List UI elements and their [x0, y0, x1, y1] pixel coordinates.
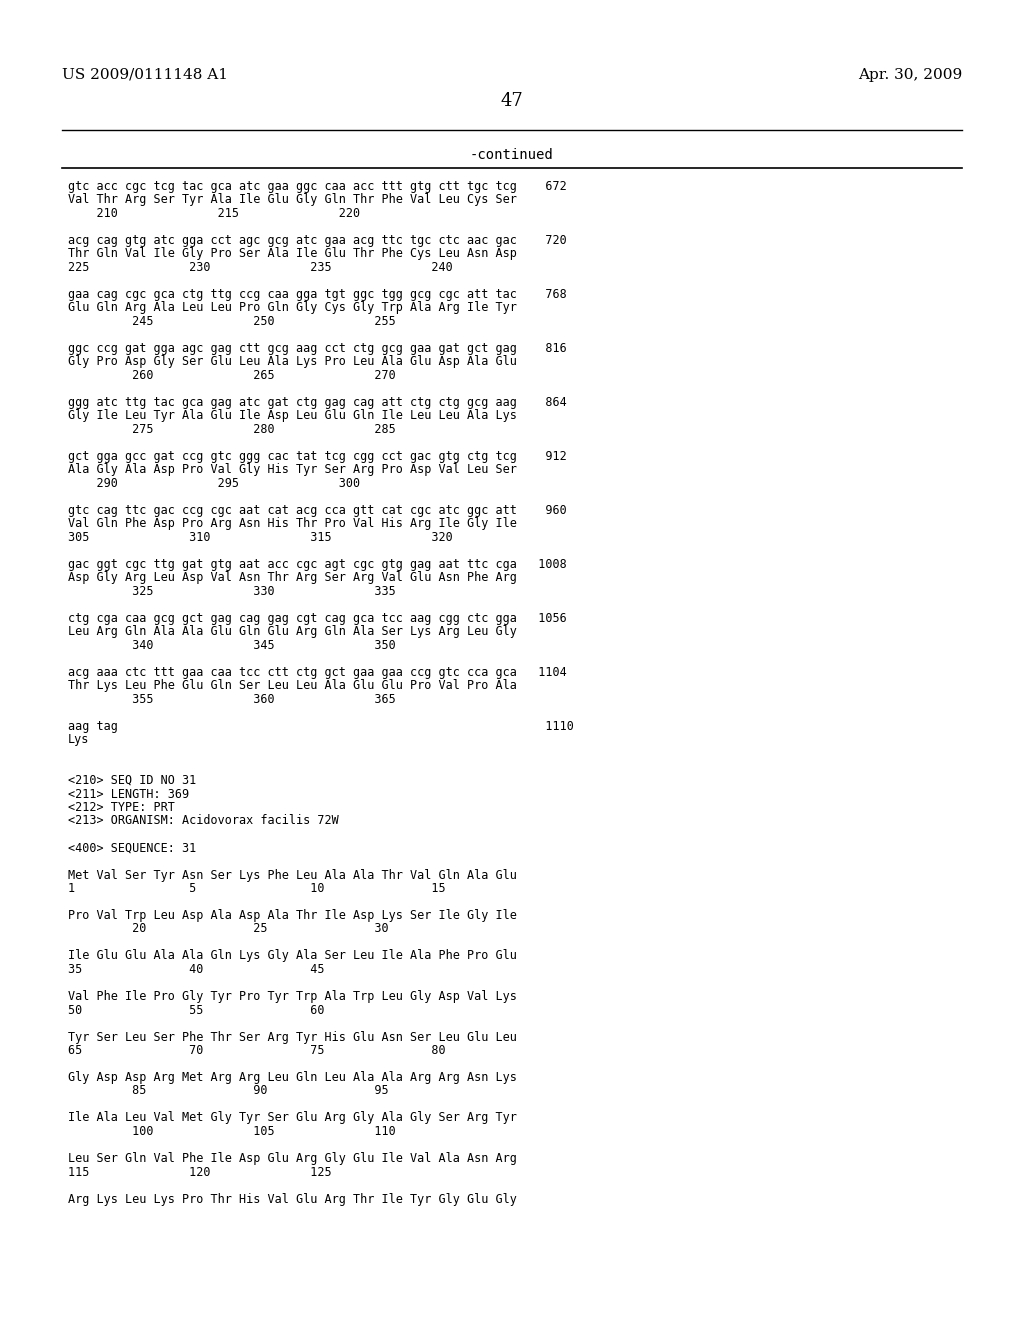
Text: aag tag                                                            1110: aag tag 1110	[68, 719, 573, 733]
Text: Pro Val Trp Leu Asp Ala Asp Ala Thr Ile Asp Lys Ser Ile Gly Ile: Pro Val Trp Leu Asp Ala Asp Ala Thr Ile …	[68, 909, 517, 921]
Text: 275              280              285: 275 280 285	[68, 422, 395, 436]
Text: gac ggt cgc ttg gat gtg aat acc cgc agt cgc gtg gag aat ttc cga   1008: gac ggt cgc ttg gat gtg aat acc cgc agt …	[68, 558, 566, 572]
Text: 245              250              255: 245 250 255	[68, 315, 395, 327]
Text: Thr Lys Leu Phe Glu Gln Ser Leu Leu Ala Glu Glu Pro Val Pro Ala: Thr Lys Leu Phe Glu Gln Ser Leu Leu Ala …	[68, 680, 517, 693]
Text: US 2009/0111148 A1: US 2009/0111148 A1	[62, 69, 228, 82]
Text: 355              360              365: 355 360 365	[68, 693, 395, 706]
Text: <212> TYPE: PRT: <212> TYPE: PRT	[68, 801, 175, 814]
Text: Thr Gln Val Ile Gly Pro Ser Ala Ile Glu Thr Phe Cys Leu Asn Asp: Thr Gln Val Ile Gly Pro Ser Ala Ile Glu …	[68, 248, 517, 260]
Text: Leu Arg Gln Ala Ala Glu Gln Glu Arg Gln Ala Ser Lys Arg Leu Gly: Leu Arg Gln Ala Ala Glu Gln Glu Arg Gln …	[68, 626, 517, 639]
Text: 290              295              300: 290 295 300	[68, 477, 360, 490]
Text: Glu Gln Arg Ala Leu Leu Pro Gln Gly Cys Gly Trp Ala Arg Ile Tyr: Glu Gln Arg Ala Leu Leu Pro Gln Gly Cys …	[68, 301, 517, 314]
Text: 100              105              110: 100 105 110	[68, 1125, 395, 1138]
Text: Gly Asp Asp Arg Met Arg Arg Leu Gln Leu Ala Ala Arg Arg Asn Lys: Gly Asp Asp Arg Met Arg Arg Leu Gln Leu …	[68, 1071, 517, 1084]
Text: 260              265              270: 260 265 270	[68, 370, 395, 381]
Text: Apr. 30, 2009: Apr. 30, 2009	[858, 69, 962, 82]
Text: 50               55               60: 50 55 60	[68, 1003, 325, 1016]
Text: 35               40               45: 35 40 45	[68, 964, 325, 975]
Text: gtc acc cgc tcg tac gca atc gaa ggc caa acc ttt gtg ctt tgc tcg    672: gtc acc cgc tcg tac gca atc gaa ggc caa …	[68, 180, 566, 193]
Text: Val Thr Arg Ser Tyr Ala Ile Glu Gly Gln Thr Phe Val Leu Cys Ser: Val Thr Arg Ser Tyr Ala Ile Glu Gly Gln …	[68, 194, 517, 206]
Text: <211> LENGTH: 369: <211> LENGTH: 369	[68, 788, 189, 800]
Text: 1                5                10               15: 1 5 10 15	[68, 882, 445, 895]
Text: 115              120              125: 115 120 125	[68, 1166, 332, 1179]
Text: gtc cag ttc gac ccg cgc aat cat acg cca gtt cat cgc atc ggc att    960: gtc cag ttc gac ccg cgc aat cat acg cca …	[68, 504, 566, 517]
Text: Gly Ile Leu Tyr Ala Glu Ile Asp Leu Glu Gln Ile Leu Leu Ala Lys: Gly Ile Leu Tyr Ala Glu Ile Asp Leu Glu …	[68, 409, 517, 422]
Text: Val Phe Ile Pro Gly Tyr Pro Tyr Trp Ala Trp Leu Gly Asp Val Lys: Val Phe Ile Pro Gly Tyr Pro Tyr Trp Ala …	[68, 990, 517, 1003]
Text: Tyr Ser Leu Ser Phe Thr Ser Arg Tyr His Glu Asn Ser Leu Glu Leu: Tyr Ser Leu Ser Phe Thr Ser Arg Tyr His …	[68, 1031, 517, 1044]
Text: 210              215              220: 210 215 220	[68, 207, 360, 220]
Text: ctg cga caa gcg gct gag cag gag cgt cag gca tcc aag cgg ctc gga   1056: ctg cga caa gcg gct gag cag gag cgt cag …	[68, 612, 566, 624]
Text: Ile Glu Glu Ala Ala Gln Lys Gly Ala Ser Leu Ile Ala Phe Pro Glu: Ile Glu Glu Ala Ala Gln Lys Gly Ala Ser …	[68, 949, 517, 962]
Text: Ile Ala Leu Val Met Gly Tyr Ser Glu Arg Gly Ala Gly Ser Arg Tyr: Ile Ala Leu Val Met Gly Tyr Ser Glu Arg …	[68, 1111, 517, 1125]
Text: <400> SEQUENCE: 31: <400> SEQUENCE: 31	[68, 842, 197, 854]
Text: gct gga gcc gat ccg gtc ggg cac tat tcg cgg cct gac gtg ctg tcg    912: gct gga gcc gat ccg gtc ggg cac tat tcg …	[68, 450, 566, 463]
Text: acg aaa ctc ttt gaa caa tcc ctt ctg gct gaa gaa ccg gtc cca gca   1104: acg aaa ctc ttt gaa caa tcc ctt ctg gct …	[68, 667, 566, 678]
Text: 65               70               75               80: 65 70 75 80	[68, 1044, 445, 1057]
Text: Val Gln Phe Asp Pro Arg Asn His Thr Pro Val His Arg Ile Gly Ile: Val Gln Phe Asp Pro Arg Asn His Thr Pro …	[68, 517, 517, 531]
Text: 225              230              235              240: 225 230 235 240	[68, 261, 453, 275]
Text: <213> ORGANISM: Acidovorax facilis 72W: <213> ORGANISM: Acidovorax facilis 72W	[68, 814, 339, 828]
Text: 340              345              350: 340 345 350	[68, 639, 395, 652]
Text: Leu Ser Gln Val Phe Ile Asp Glu Arg Gly Glu Ile Val Ala Asn Arg: Leu Ser Gln Val Phe Ile Asp Glu Arg Gly …	[68, 1152, 517, 1166]
Text: ggg atc ttg tac gca gag atc gat ctg gag cag att ctg ctg gcg aag    864: ggg atc ttg tac gca gag atc gat ctg gag …	[68, 396, 566, 409]
Text: -continued: -continued	[470, 148, 554, 162]
Text: 47: 47	[501, 92, 523, 110]
Text: Lys: Lys	[68, 734, 89, 747]
Text: Asp Gly Arg Leu Asp Val Asn Thr Arg Ser Arg Val Glu Asn Phe Arg: Asp Gly Arg Leu Asp Val Asn Thr Arg Ser …	[68, 572, 517, 585]
Text: Ala Gly Ala Asp Pro Val Gly His Tyr Ser Arg Pro Asp Val Leu Ser: Ala Gly Ala Asp Pro Val Gly His Tyr Ser …	[68, 463, 517, 477]
Text: <210> SEQ ID NO 31: <210> SEQ ID NO 31	[68, 774, 197, 787]
Text: 20               25               30: 20 25 30	[68, 923, 389, 936]
Text: 305              310              315              320: 305 310 315 320	[68, 531, 453, 544]
Text: Arg Lys Leu Lys Pro Thr His Val Glu Arg Thr Ile Tyr Gly Glu Gly: Arg Lys Leu Lys Pro Thr His Val Glu Arg …	[68, 1192, 517, 1205]
Text: Gly Pro Asp Gly Ser Glu Leu Ala Lys Pro Leu Ala Glu Asp Ala Glu: Gly Pro Asp Gly Ser Glu Leu Ala Lys Pro …	[68, 355, 517, 368]
Text: 325              330              335: 325 330 335	[68, 585, 395, 598]
Text: Met Val Ser Tyr Asn Ser Lys Phe Leu Ala Ala Thr Val Gln Ala Glu: Met Val Ser Tyr Asn Ser Lys Phe Leu Ala …	[68, 869, 517, 882]
Text: gaa cag cgc gca ctg ttg ccg caa gga tgt ggc tgg gcg cgc att tac    768: gaa cag cgc gca ctg ttg ccg caa gga tgt …	[68, 288, 566, 301]
Text: ggc ccg gat gga agc gag ctt gcg aag cct ctg gcg gaa gat gct gag    816: ggc ccg gat gga agc gag ctt gcg aag cct …	[68, 342, 566, 355]
Text: 85               90               95: 85 90 95	[68, 1085, 389, 1097]
Text: acg cag gtg atc gga cct agc gcg atc gaa acg ttc tgc ctc aac gac    720: acg cag gtg atc gga cct agc gcg atc gaa …	[68, 234, 566, 247]
